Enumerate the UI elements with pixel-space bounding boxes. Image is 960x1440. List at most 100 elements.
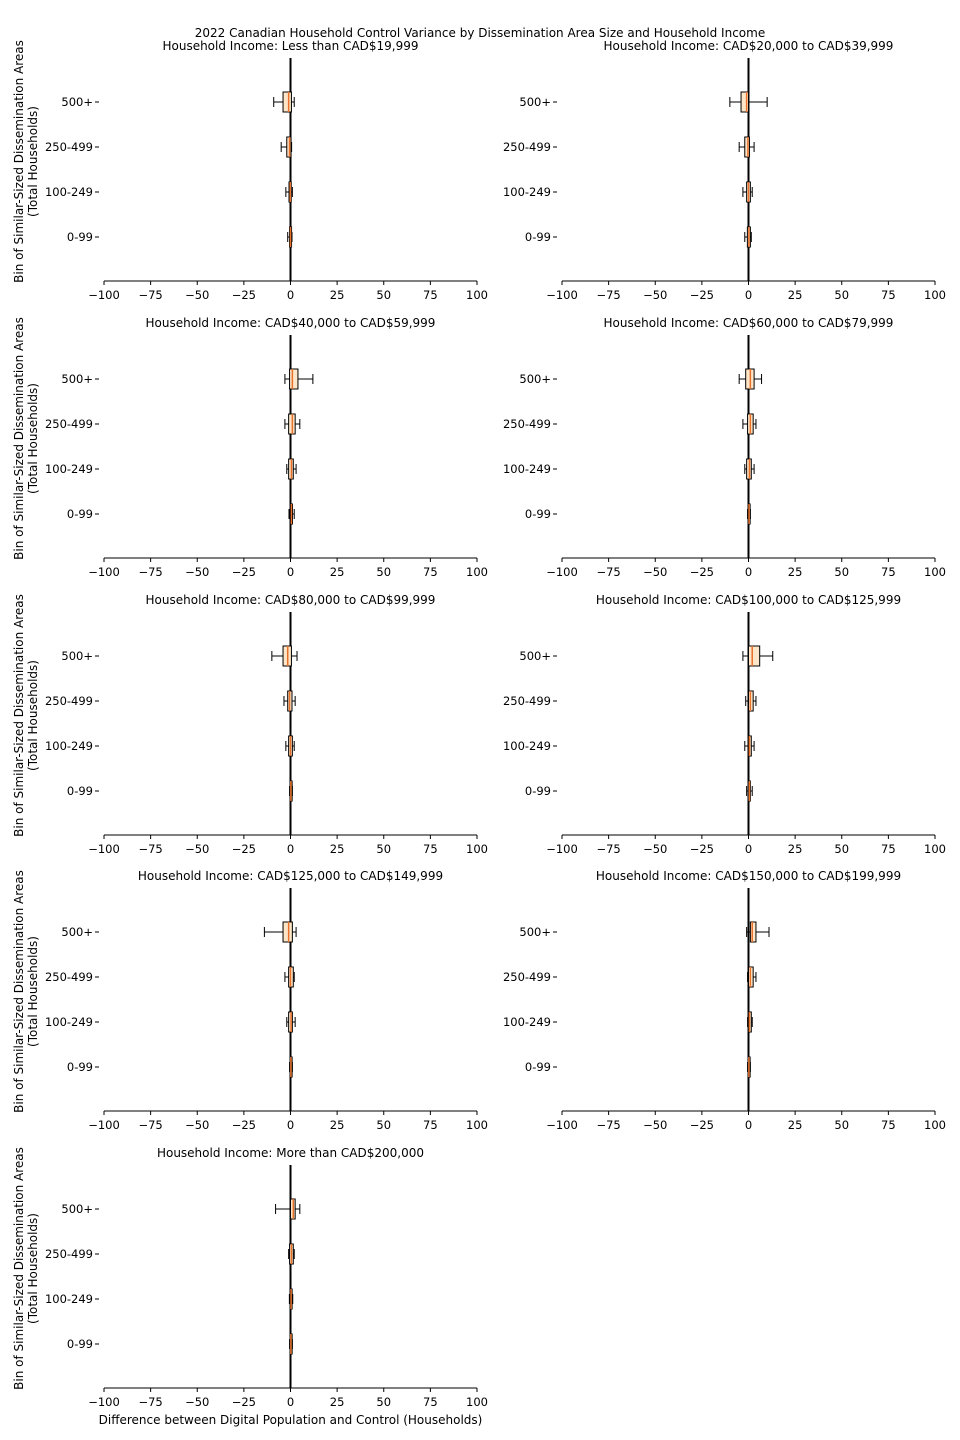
- panel-5-x-tick-label: −75: [138, 842, 162, 856]
- panel-4-x-tick-label: 25: [788, 565, 803, 579]
- panel-1-x-tick-label: 50: [376, 288, 391, 302]
- panel-8-x-tick-label: 75: [881, 1118, 896, 1132]
- panel-7-x-tick-label: −50: [185, 1118, 209, 1132]
- panel-7-x-tick-label: −25: [232, 1118, 256, 1132]
- panel-5-x-tick-label: −25: [232, 842, 256, 856]
- panel-9-x-tick-label: −75: [138, 1395, 162, 1409]
- panel-1-x-tick-label: −100: [88, 288, 120, 302]
- panel-5-x-tick-label: 75: [423, 842, 438, 856]
- panel-7-category-label: 0-99: [67, 1060, 93, 1074]
- panel-3-x-tick-label: −50: [185, 565, 209, 579]
- panel-8-category-label: 0-99: [525, 1060, 551, 1074]
- panel-3-ylabel-line2: (Total Households): [26, 383, 40, 494]
- panel-9-x-tick-label: 75: [423, 1395, 438, 1409]
- panel-7-ylabel-line1: Bin of Similar-Sized Dissemination Areas: [12, 870, 26, 1113]
- panel-8-x-tick-label: 25: [788, 1118, 803, 1132]
- panel-6-category-label: 500+: [519, 649, 551, 663]
- panel-4-x-tick-label: −100: [546, 565, 578, 579]
- panel-6-x-tick-label: −75: [596, 842, 620, 856]
- panel-9-x-tick-label: 50: [376, 1395, 391, 1409]
- panel-8-title: Household Income: CAD$150,000 to CAD$199…: [596, 869, 901, 883]
- panel-4-x-tick-label: 50: [834, 565, 849, 579]
- panel-7-x-tick-label: −100: [88, 1118, 120, 1132]
- panel-4-x-tick-label: 75: [881, 565, 896, 579]
- panel-7-ylabel-line2: (Total Households): [26, 936, 40, 1047]
- panel-8-category-label: 500+: [519, 925, 551, 939]
- panel-6-category-label: 250-499: [503, 694, 551, 708]
- panel-3-x-tick-label: 100: [466, 565, 488, 579]
- panel-4-x-tick-label: −25: [690, 565, 714, 579]
- panel-6-category-label: 100-249: [503, 739, 551, 753]
- panel-7-box: [282, 921, 293, 943]
- panel-2-x-tick-label: −100: [546, 288, 578, 302]
- figure-title: 2022 Canadian Household Control Variance…: [194, 26, 766, 40]
- panel-1-x-tick-label: 0: [287, 288, 294, 302]
- panel-2-category-label: 250-499: [503, 140, 551, 154]
- panel-3-title: Household Income: CAD$40,000 to CAD$59,9…: [146, 316, 436, 330]
- panel-2-box: [740, 91, 749, 113]
- panel-3-category-label: 500+: [61, 372, 93, 386]
- panel-9-category-label: 100-249: [45, 1292, 93, 1306]
- panel-2-x-tick-label: 50: [834, 288, 849, 302]
- panel-4-category-label: 100-249: [503, 462, 551, 476]
- panel-2-x-tick-label: 100: [924, 288, 946, 302]
- panel-5-category-label: 0-99: [67, 784, 93, 798]
- panel-4-category-label: 0-99: [525, 507, 551, 521]
- panel-6-x-tick-label: 0: [745, 842, 752, 856]
- panel-1-x-tick-label: 25: [330, 288, 345, 302]
- panel-6-x-tick-label: −25: [690, 842, 714, 856]
- panel-5-category-label: 250-499: [45, 694, 93, 708]
- panel-1-box: [282, 91, 292, 113]
- panel-9-title: Household Income: More than CAD$200,000: [157, 1146, 424, 1160]
- panel-5-x-tick-label: 25: [330, 842, 345, 856]
- panel-5-x-tick-label: −100: [88, 842, 120, 856]
- panel-8-x-tick-label: −25: [690, 1118, 714, 1132]
- panel-4-category-label: 250-499: [503, 417, 551, 431]
- panel-9-x-tick-label: −100: [88, 1395, 120, 1409]
- panel-7-category-label: 250-499: [45, 970, 93, 984]
- panel-1-category-label: 250-499: [45, 140, 93, 154]
- panel-1-x-tick-label: 100: [466, 288, 488, 302]
- panel-8-x-tick-label: 0: [745, 1118, 752, 1132]
- panel-3-x-tick-label: −75: [138, 565, 162, 579]
- panel-6-x-tick-label: −100: [546, 842, 578, 856]
- panel-6-title: Household Income: CAD$100,000 to CAD$125…: [596, 593, 901, 607]
- panel-4-title: Household Income: CAD$60,000 to CAD$79,9…: [604, 316, 894, 330]
- panel-1-x-tick-label: −25: [232, 288, 256, 302]
- panel-2-category-label: 100-249: [503, 185, 551, 199]
- panel-8-x-tick-label: −100: [546, 1118, 578, 1132]
- panel-2-category-label: 500+: [519, 95, 551, 109]
- panel-9-x-tick-label: 100: [466, 1395, 488, 1409]
- panel-9-x-tick-label: −25: [232, 1395, 256, 1409]
- panel-1-x-tick-label: 75: [423, 288, 438, 302]
- panel-3-x-tick-label: −25: [232, 565, 256, 579]
- panel-4-category-label: 500+: [519, 372, 551, 386]
- panel-9-x-tick-label: −50: [185, 1395, 209, 1409]
- panel-5-x-tick-label: −50: [185, 842, 209, 856]
- panel-9-ylabel-line1: Bin of Similar-Sized Dissemination Areas: [12, 1147, 26, 1390]
- panel-1-category-label: 0-99: [67, 230, 93, 244]
- panel-7-x-tick-label: 25: [330, 1118, 345, 1132]
- panel-8-category-label: 100-249: [503, 1015, 551, 1029]
- panel-4-x-tick-label: 100: [924, 565, 946, 579]
- panel-9-x-tick-label: 0: [287, 1395, 294, 1409]
- panel-1-ylabel-line2: (Total Households): [26, 106, 40, 217]
- panel-8-category-label: 250-499: [503, 970, 551, 984]
- panel-3-category-label: 250-499: [45, 417, 93, 431]
- panel-4-x-tick-label: −50: [643, 565, 667, 579]
- panel-8-x-tick-label: 100: [924, 1118, 946, 1132]
- panel-5-title: Household Income: CAD$80,000 to CAD$99,9…: [146, 593, 436, 607]
- panel-2-x-tick-label: −50: [643, 288, 667, 302]
- panel-3-x-tick-label: 0: [287, 565, 294, 579]
- panel-5-ylabel-line2: (Total Households): [26, 660, 40, 771]
- panel-3-category-label: 0-99: [67, 507, 93, 521]
- panel-8-x-tick-label: 50: [834, 1118, 849, 1132]
- panel-6-category-label: 0-99: [525, 784, 551, 798]
- panel-2-box: [744, 136, 750, 158]
- panel-3-x-tick-label: −100: [88, 565, 120, 579]
- panel-9-ylabel-line2: (Total Households): [26, 1213, 40, 1324]
- panel-2-x-tick-label: −75: [596, 288, 620, 302]
- panel-7-x-tick-label: 50: [376, 1118, 391, 1132]
- panel-5-x-tick-label: 100: [466, 842, 488, 856]
